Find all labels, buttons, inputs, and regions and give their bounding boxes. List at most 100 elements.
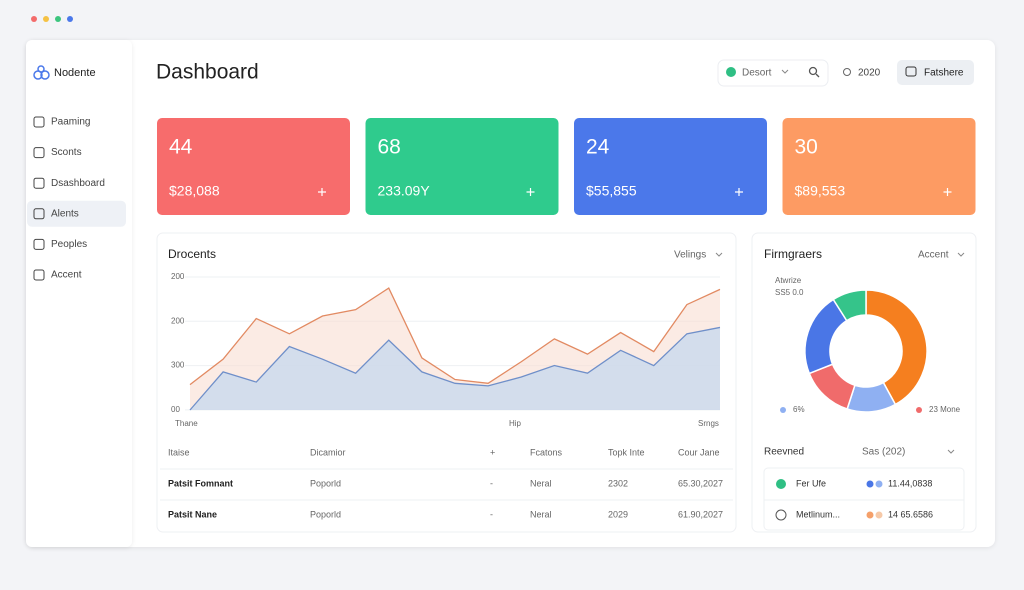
chart-filter[interactable]: Velings [674, 250, 706, 261]
legend-dot [916, 407, 922, 413]
stat-card[interactable] [574, 118, 767, 215]
revenue-title: Reevned [764, 447, 804, 458]
row-icon [776, 479, 786, 489]
nav-item[interactable]: Dsashboard [51, 178, 105, 189]
stat-card[interactable] [782, 118, 976, 215]
window-dot[interactable] [55, 16, 61, 22]
y-tick-label: 200 [171, 272, 185, 281]
nav-item[interactable]: Paaming [51, 117, 90, 128]
legend-dot [780, 407, 786, 413]
nav-icon [33, 116, 45, 128]
button-label: Fatshere [924, 68, 964, 79]
year[interactable]: 2020 [858, 68, 881, 79]
card-value: 24 [586, 136, 610, 159]
row-value: 11.44,0838 [888, 478, 932, 488]
donut-segment [865, 289, 928, 406]
search-icon[interactable] [808, 66, 820, 78]
window-dot[interactable] [43, 16, 49, 22]
x-label: Srngs [698, 419, 719, 428]
plus-icon[interactable] [526, 188, 535, 196]
table-header: Fcatons [530, 447, 563, 457]
row-dot [875, 511, 883, 519]
chevron [715, 252, 723, 257]
card-value: 44 [169, 136, 193, 159]
nav-item[interactable]: Sconts [51, 147, 82, 158]
y-tick-label: 00 [171, 405, 180, 414]
plus-icon[interactable] [735, 188, 743, 196]
table-header: + [490, 447, 495, 457]
table-cell: Patsit Fomnant [168, 478, 233, 488]
table-header: Itaise [168, 447, 190, 457]
table-cell: - [490, 478, 493, 488]
chevron [947, 449, 955, 454]
table-cell: Neral [530, 478, 552, 488]
x-label: Thane [175, 419, 198, 428]
nav-item[interactable]: Alents [51, 208, 79, 219]
window-dot[interactable] [31, 16, 37, 22]
active-item [27, 200, 126, 227]
nav-icon [33, 208, 45, 220]
nav-icon [33, 147, 45, 159]
table-header: Dicamior [310, 447, 346, 457]
button-icon [905, 66, 917, 77]
table-cell: 2029 [608, 509, 628, 519]
revenue-box [763, 467, 965, 531]
donut-segment [832, 289, 867, 322]
card-amount: $89,553 [795, 183, 846, 199]
legend-label: 23 Mone [929, 405, 961, 414]
row-dot [866, 480, 874, 488]
stat-card[interactable] [157, 118, 350, 215]
donut-title: Firmgraers [764, 247, 822, 261]
button[interactable] [897, 60, 974, 85]
nav-icon [33, 238, 45, 250]
plus-icon[interactable] [943, 188, 952, 196]
area-fill [190, 327, 720, 410]
revenue-filter[interactable]: Sas (202) [862, 447, 905, 458]
table-header: Cour Jane [678, 447, 720, 457]
donut-panel [751, 232, 977, 533]
search-box[interactable] [717, 59, 829, 87]
row-label: Metlinum... [796, 509, 840, 519]
window-dot[interactable] [67, 16, 73, 22]
row-icon [775, 509, 787, 521]
legend-label: 6% [793, 405, 805, 414]
chevron [781, 69, 789, 74]
brand: Nodente [54, 67, 96, 79]
sidebar [26, 40, 132, 547]
row-value: 14 65.6586 [888, 509, 933, 519]
brand-icon [33, 65, 50, 80]
plus-icon[interactable] [318, 188, 326, 196]
donut-note: Atwrize [775, 276, 802, 285]
page-title: Dashboard [156, 61, 259, 84]
table-cell: - [490, 509, 493, 519]
card-value: 68 [378, 136, 401, 159]
card-value: 30 [795, 136, 818, 159]
table-header: Topk Inte [608, 447, 645, 457]
table-cell: Poporld [310, 478, 341, 488]
row-dot [866, 511, 874, 519]
table-cell: 61.90,2027 [678, 509, 723, 519]
stat-card[interactable] [365, 118, 559, 215]
donut-filter[interactable]: Accent [918, 250, 949, 261]
x-label: Hip [509, 419, 522, 428]
nav-item[interactable]: Peoples [51, 239, 87, 250]
status-dot [726, 67, 736, 77]
card-amount: $55,855 [586, 183, 637, 199]
clock-icon [843, 68, 851, 76]
row-dot [875, 480, 883, 488]
table-cell: Patsit Nane [168, 509, 217, 519]
table-cell: Neral [530, 509, 552, 519]
area-line [189, 287, 721, 386]
table-cell: 65.30,2027 [678, 478, 723, 488]
table-cell: 2302 [608, 478, 628, 488]
nav-item[interactable]: Accent [51, 270, 82, 281]
nav-icon [33, 177, 45, 189]
chevron [957, 252, 965, 257]
card-amount: $28,088 [169, 183, 220, 199]
chart-title: Drocents [168, 247, 216, 261]
search-text: Desort [742, 68, 772, 79]
card-amount: 233.09Y [378, 183, 431, 199]
donut-note: SS5 0.0 [775, 288, 804, 297]
